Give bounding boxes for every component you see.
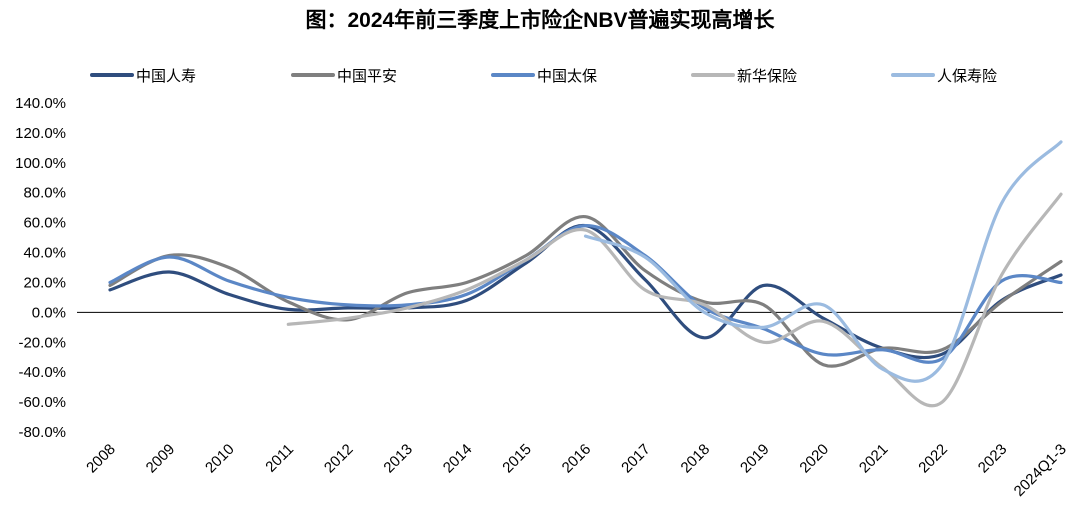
x-tick-label: 2021 <box>856 441 892 477</box>
x-tick-label: 2023 <box>975 441 1011 477</box>
x-tick-label: 2013 <box>380 441 416 477</box>
y-axis: 140.0% 120.0% 100.0% 80.0% 60.0% 40.0% 20.0% 0.… <box>15 95 66 441</box>
series-line <box>108 215 1063 368</box>
x-tick-label: 2024Q1-3 <box>1011 441 1070 500</box>
x-tick-label: 2019 <box>737 441 773 477</box>
y-tick-label: -20.0% <box>18 334 66 351</box>
series-line <box>108 223 1063 360</box>
x-tick-label: 2014 <box>440 441 476 477</box>
legend-label: 中国平安 <box>337 68 397 85</box>
x-tick-label: 2020 <box>796 441 832 477</box>
y-tick-label: 60.0% <box>23 215 66 232</box>
series-line <box>583 140 1063 383</box>
x-tick-label: 2011 <box>262 441 297 476</box>
y-tick-label: 140.0% <box>15 95 66 112</box>
x-tick-label: 2022 <box>915 441 951 477</box>
legend-label: 中国人寿 <box>136 68 196 85</box>
legend-label: 新华保险 <box>737 68 797 85</box>
series-line <box>286 192 1063 408</box>
y-tick-label: 80.0% <box>23 185 66 202</box>
y-tick-label: -80.0% <box>18 424 66 441</box>
x-tick-label: 2010 <box>202 441 238 477</box>
legend: 中国人寿 中国平安 中国太保 新华保险 人保寿险 <box>90 68 997 85</box>
y-tick-label: 0.0% <box>32 304 66 321</box>
chart-title: 图：2024年前三季度上市险企NBV普遍实现高增长 <box>305 9 775 32</box>
x-tick-label: 2009 <box>143 441 179 477</box>
y-tick-label: 120.0% <box>15 125 66 142</box>
y-tick-label: 40.0% <box>23 245 66 262</box>
y-tick-label: -60.0% <box>18 394 66 411</box>
x-tick-label: 2016 <box>559 441 595 477</box>
legend-label: 人保寿险 <box>937 68 997 85</box>
y-tick-label: 100.0% <box>15 155 66 172</box>
series-line <box>108 223 1063 364</box>
x-tick-label: 2018 <box>678 441 714 477</box>
x-tick-label: 2012 <box>321 441 357 477</box>
x-tick-label: 2017 <box>618 441 654 477</box>
legend-label: 中国太保 <box>537 68 597 85</box>
y-tick-label: -40.0% <box>18 364 66 381</box>
series-group <box>108 140 1063 408</box>
y-tick-label: 20.0% <box>23 274 66 291</box>
x-tick-label: 2008 <box>83 441 119 477</box>
x-tick-label: 2015 <box>499 441 535 477</box>
x-axis: 2008 2009 2010 2011 2012 2013 2014 2015 2016 2017… <box>83 441 1070 500</box>
